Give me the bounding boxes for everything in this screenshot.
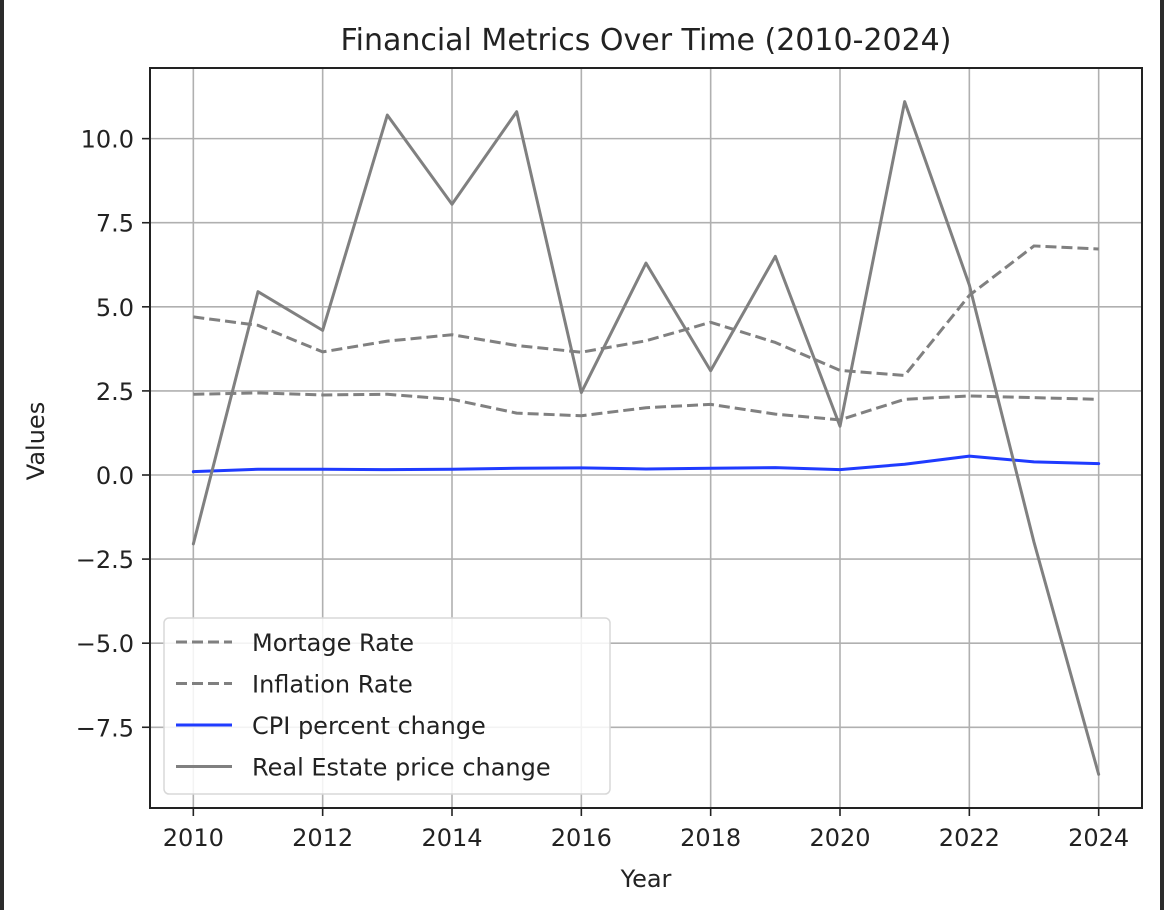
x-tick-label: 2014 [421,824,482,852]
legend-label: Mortage Rate [252,629,414,657]
x-tick-label: 2020 [809,824,870,852]
y-tick-label: 2.5 [96,378,134,406]
y-tick-label: 0.0 [96,462,134,490]
legend-box [163,617,611,795]
chart-title: Financial Metrics Over Time (2010-2024) [341,23,952,58]
series-lines [191,100,1101,776]
legend-label: Real Estate price change [252,754,551,782]
y-tick-label: −2.5 [76,546,134,574]
y-tick-label: 10.0 [81,126,134,154]
legend: Mortage Rate Inflation Rate CPI percent ch… [163,617,611,795]
series-line-3 [191,454,1101,474]
x-tick-label: 2016 [551,824,612,852]
legend-label: CPI percent change [252,712,486,740]
y-tick-label: 7.5 [96,210,134,238]
plot-area-border [149,67,1143,809]
x-axis-label: Year [620,865,672,893]
y-tick-label: −7.5 [76,714,134,742]
series-line-4 [191,100,1101,776]
y-tick-label: 5.0 [96,294,134,322]
grid-lines [150,68,1142,808]
series-line-2 [193,391,1099,422]
y-tick-label: −5.0 [76,630,134,658]
x-tick-label: 2018 [680,824,741,852]
x-tick-label: 2010 [163,824,224,852]
x-axis-ticks: 2010 2012 2014 2016 2018 2020 2022 2024 [163,808,1129,852]
x-tick-label: 2022 [939,824,1000,852]
x-tick-label: 2024 [1068,824,1129,852]
y-axis-ticks: −7.5 −5.0 −2.5 0.0 2.5 5.0 7.5 10.0 [76,126,150,742]
x-tick-label: 2012 [292,824,353,852]
series-line-1 [193,244,1099,377]
y-axis-label: Values [22,402,50,480]
legend-label: Inflation Rate [252,671,413,699]
